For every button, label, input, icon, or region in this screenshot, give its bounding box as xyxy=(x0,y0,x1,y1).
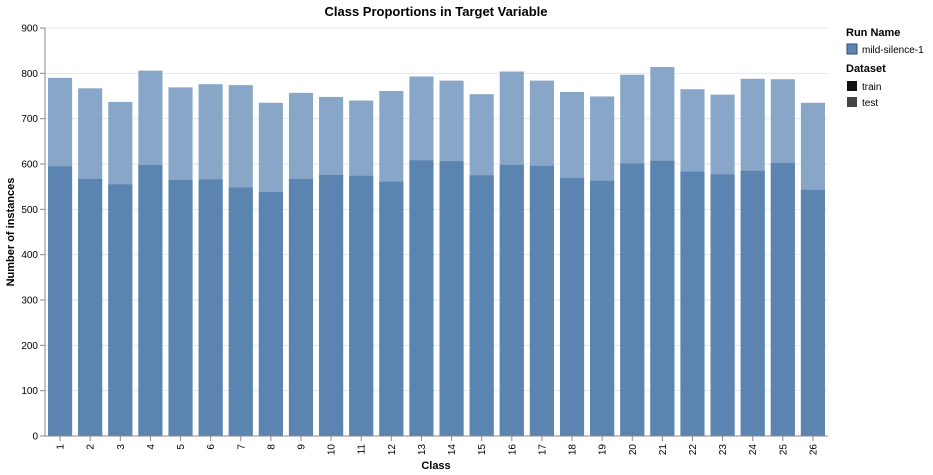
bar-train-11 xyxy=(349,175,374,436)
y-tick-label: 800 xyxy=(21,69,38,80)
x-tick-label: 5 xyxy=(176,444,187,450)
bar-train-4 xyxy=(138,164,163,436)
x-tick-label: 12 xyxy=(387,444,398,456)
y-tick-label: 300 xyxy=(21,296,38,307)
y-tick-label: 600 xyxy=(21,160,38,171)
bar-train-10 xyxy=(319,174,344,436)
bar-train-3 xyxy=(108,184,133,436)
x-tick-label: 7 xyxy=(236,444,247,450)
y-tick-label: 200 xyxy=(21,341,38,352)
x-tick-label: 4 xyxy=(146,444,157,450)
x-axis-title: Class xyxy=(421,460,450,472)
x-tick-label: 13 xyxy=(417,444,428,456)
y-tick-label: 500 xyxy=(21,205,38,216)
bar-train-26 xyxy=(800,189,825,436)
legend-run-swatch xyxy=(846,43,858,55)
bar-train-13 xyxy=(409,160,434,436)
legend-train-label: train xyxy=(862,82,881,93)
x-tick-label: 10 xyxy=(327,444,338,456)
bar-train-21 xyxy=(650,160,675,436)
x-tick-label: 25 xyxy=(778,444,789,456)
x-tick-label: 9 xyxy=(296,444,307,450)
y-tick-label: 400 xyxy=(21,250,38,261)
bar-train-7 xyxy=(228,187,253,436)
legend-run-label: mild-silence-1 xyxy=(862,45,924,56)
y-tick-label: 900 xyxy=(21,24,38,35)
bar-train-22 xyxy=(680,171,705,436)
y-axis-title: Number of instances xyxy=(5,178,17,287)
bar-train-6 xyxy=(198,179,223,436)
chart-title: Class Proportions in Target Variable xyxy=(325,4,548,19)
x-tick-label: 11 xyxy=(357,444,368,455)
bars-group xyxy=(48,66,825,437)
legend-test-swatch xyxy=(847,97,857,107)
legend-test-label: test xyxy=(862,98,878,109)
bar-train-8 xyxy=(258,192,283,436)
x-tick-label: 21 xyxy=(658,444,669,456)
bar-train-16 xyxy=(499,164,524,436)
bar-train-20 xyxy=(620,163,645,436)
x-tick-label: 23 xyxy=(718,444,729,456)
x-tick-label: 24 xyxy=(748,444,759,456)
y-tick-label: 0 xyxy=(32,432,38,443)
bar-train-18 xyxy=(559,178,585,436)
bar-train-12 xyxy=(379,181,404,436)
bar-train-2 xyxy=(78,178,103,436)
x-tick-label: 22 xyxy=(688,444,699,456)
bar-train-1 xyxy=(48,166,73,436)
legend-train-swatch xyxy=(847,81,857,91)
x-tick-label: 18 xyxy=(568,444,579,456)
y-tick-label: 700 xyxy=(21,114,38,125)
x-tick-label: 14 xyxy=(447,444,458,456)
bar-train-17 xyxy=(529,165,554,436)
legend-dataset-title: Dataset xyxy=(846,63,886,75)
y-tick-label: 100 xyxy=(21,386,38,397)
x-tick-label: 20 xyxy=(628,444,639,456)
bar-train-14 xyxy=(439,161,464,436)
x-tick-label: 1 xyxy=(56,444,67,450)
x-tick-label: 2 xyxy=(86,444,97,450)
x-tick-label: 6 xyxy=(206,444,217,450)
x-tick-label: 15 xyxy=(477,444,488,456)
bar-train-5 xyxy=(168,179,193,436)
x-tick-label: 26 xyxy=(808,444,819,456)
bar-train-9 xyxy=(288,178,314,436)
bar-train-19 xyxy=(590,180,615,436)
bar-train-25 xyxy=(770,163,795,437)
x-tick-label: 16 xyxy=(507,444,518,456)
bar-train-15 xyxy=(469,175,494,437)
x-tick-label: 17 xyxy=(537,444,548,456)
bar-train-24 xyxy=(740,170,765,437)
x-tick-label: 19 xyxy=(598,444,609,456)
bar-train-23 xyxy=(710,174,735,436)
legend: Run Name mild-silence-1 Dataset train te… xyxy=(846,27,924,109)
x-tick-label: 3 xyxy=(116,444,127,450)
legend-run-title: Run Name xyxy=(846,27,900,39)
x-tick-label: 8 xyxy=(266,444,277,450)
